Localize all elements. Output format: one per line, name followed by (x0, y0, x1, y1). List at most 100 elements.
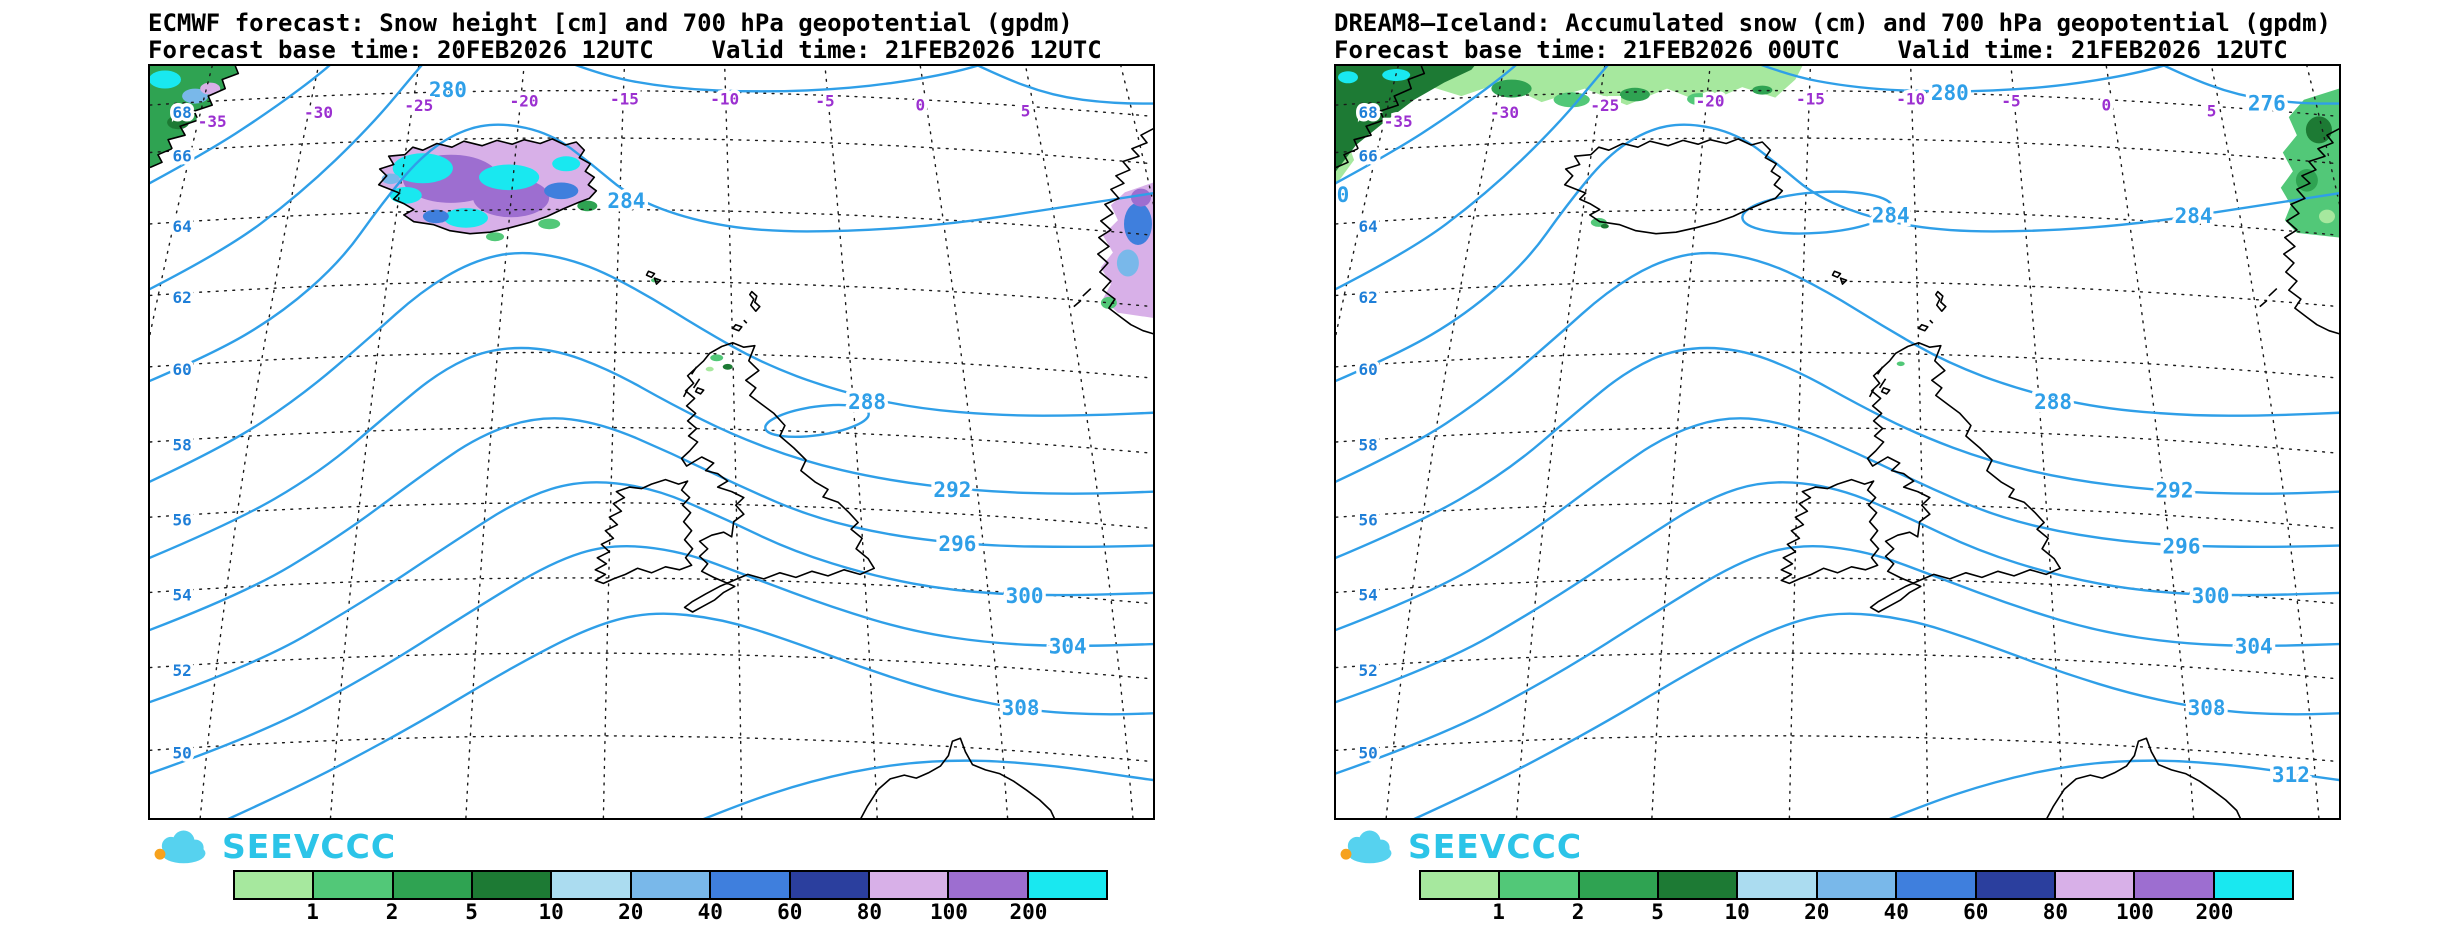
snow-area (1687, 93, 1712, 106)
footer: SEEVCCC 1 2 5 10 20 40 60 80 100 200 (148, 826, 1155, 924)
panel-subtitle: Forecast base time: 21FEB2026 00UTC Vali… (1334, 36, 2288, 64)
coastline-island (1876, 366, 1884, 375)
snow-area (422, 209, 449, 224)
longitude-label--5: -5 (2001, 92, 2020, 111)
coastline-island (743, 319, 748, 324)
snow-area (486, 232, 504, 242)
contour-label-288: 288 (848, 390, 886, 414)
snow-area (1131, 188, 1151, 207)
snow-area (1100, 296, 1117, 309)
colorbar-tick-label: 40 (697, 900, 723, 924)
contour-296 (150, 417, 1153, 632)
panel-ecmwf: ECMWF forecast: Snow height [cm] and 700… (0, 0, 1223, 925)
snow-area (150, 70, 181, 89)
sun-icon (1340, 848, 1352, 860)
coastline-island (1831, 270, 1842, 279)
coastline-france (860, 737, 1056, 818)
meridian-line (1024, 66, 1134, 818)
coastline-island (1839, 277, 1848, 285)
contour-280b (574, 66, 981, 93)
coastline-norway (2283, 127, 2339, 335)
colorbar-tick-label: 5 (1651, 900, 1664, 924)
meridian-line (2010, 66, 2064, 818)
meridian-line (1385, 66, 1506, 818)
colorbar-segment (552, 872, 632, 898)
parallel-line (150, 426, 1153, 454)
meridian-line (1788, 66, 1812, 818)
snow-area (1116, 249, 1139, 277)
coastline-island (1878, 378, 1887, 389)
coastline-island (1868, 389, 1875, 398)
latitude-label-60: 60 (172, 360, 191, 379)
contour-label-288: 288 (2034, 390, 2072, 414)
colorbar-segment (1738, 872, 1818, 898)
contour-276a (1336, 66, 1517, 185)
snow-area (443, 208, 488, 228)
colorbar-tick-label: 20 (1804, 900, 1830, 924)
snow-area (722, 363, 733, 370)
colorbar-segment (790, 872, 870, 898)
parallel-line (1336, 351, 2339, 379)
parallel-line (1336, 208, 2339, 236)
longitude-label--35: -35 (1384, 112, 1413, 131)
sun-icon (154, 848, 166, 860)
colorbar-tick-label: 100 (2115, 900, 2154, 924)
colorbar-segment (235, 872, 315, 898)
snow-area (389, 187, 422, 204)
latitude-label-50: 50 (1358, 744, 1377, 763)
parallel-line (1336, 89, 2339, 118)
coastline-island (1073, 299, 1082, 308)
longitude-label-5: 5 (2207, 101, 2217, 120)
colorbar-tick-label: 10 (1724, 900, 1750, 924)
snow-area (705, 366, 714, 372)
geopotential-contours (1336, 66, 2339, 818)
colorbar-tick-label: 80 (856, 900, 883, 924)
contour-280a (1336, 66, 1609, 291)
latitude-label-52: 52 (172, 661, 191, 680)
latitude-label-56: 56 (172, 511, 191, 530)
latitude-label-62: 62 (172, 288, 191, 307)
contour-276b (976, 66, 1153, 105)
colorbar-segment (1579, 872, 1660, 898)
coastline-island (653, 277, 662, 285)
contour-300 (1336, 481, 2339, 704)
panel-title: DREAM8–Iceland: Accumulated snow (cm) an… (1334, 9, 2331, 37)
footer: SEEVCCC 1 2 5 10 20 40 60 80 100 200 (1334, 826, 2341, 924)
latitude-label-64: 64 (172, 217, 191, 236)
snow-area (1600, 223, 1609, 229)
snow-area (1336, 66, 1475, 172)
colorbar-tick-label: 40 (1883, 900, 1909, 924)
longitude-label--15: -15 (610, 89, 639, 108)
parallel-line (1336, 426, 2339, 454)
contour-312 (1889, 759, 2339, 818)
longitude-label--5: -5 (815, 92, 834, 111)
parallel-line (150, 735, 1153, 763)
colorbar-segment (1817, 872, 1898, 898)
snow-area (1336, 66, 1803, 185)
longitude-label--10: -10 (1896, 89, 1925, 108)
coastline-island (645, 270, 656, 279)
parallel-line (150, 502, 1153, 530)
colorbar-tick-label: 2 (385, 900, 399, 924)
contour-label-296: 296 (2163, 534, 2201, 558)
colorbar-tick-label: 1 (306, 900, 319, 924)
title-block: DREAM8–Iceland: Accumulated snow (cm) an… (1334, 0, 2341, 64)
colorbar-tick-label: 2 (1571, 900, 1585, 924)
coastline-island (682, 389, 689, 398)
coastline-great-britain (680, 341, 875, 613)
coastline-france (2046, 737, 2242, 818)
meridian-line (602, 66, 626, 818)
contour-304 (1336, 545, 2339, 775)
latitude-label-68: 68 (172, 103, 191, 122)
snow-area (552, 156, 581, 172)
contour-label-276: 276 (2248, 91, 2286, 115)
contour-label-280: 280 (1931, 81, 1969, 105)
latitude-label-52: 52 (1358, 661, 1377, 680)
colorbar-tick-label: 80 (2042, 900, 2069, 924)
longitude-label--25: -25 (404, 96, 433, 115)
snow-area (2319, 209, 2335, 224)
colorbar-tick-label: 20 (618, 900, 644, 924)
parallel-line (150, 89, 1153, 118)
meridian-line (724, 66, 743, 818)
